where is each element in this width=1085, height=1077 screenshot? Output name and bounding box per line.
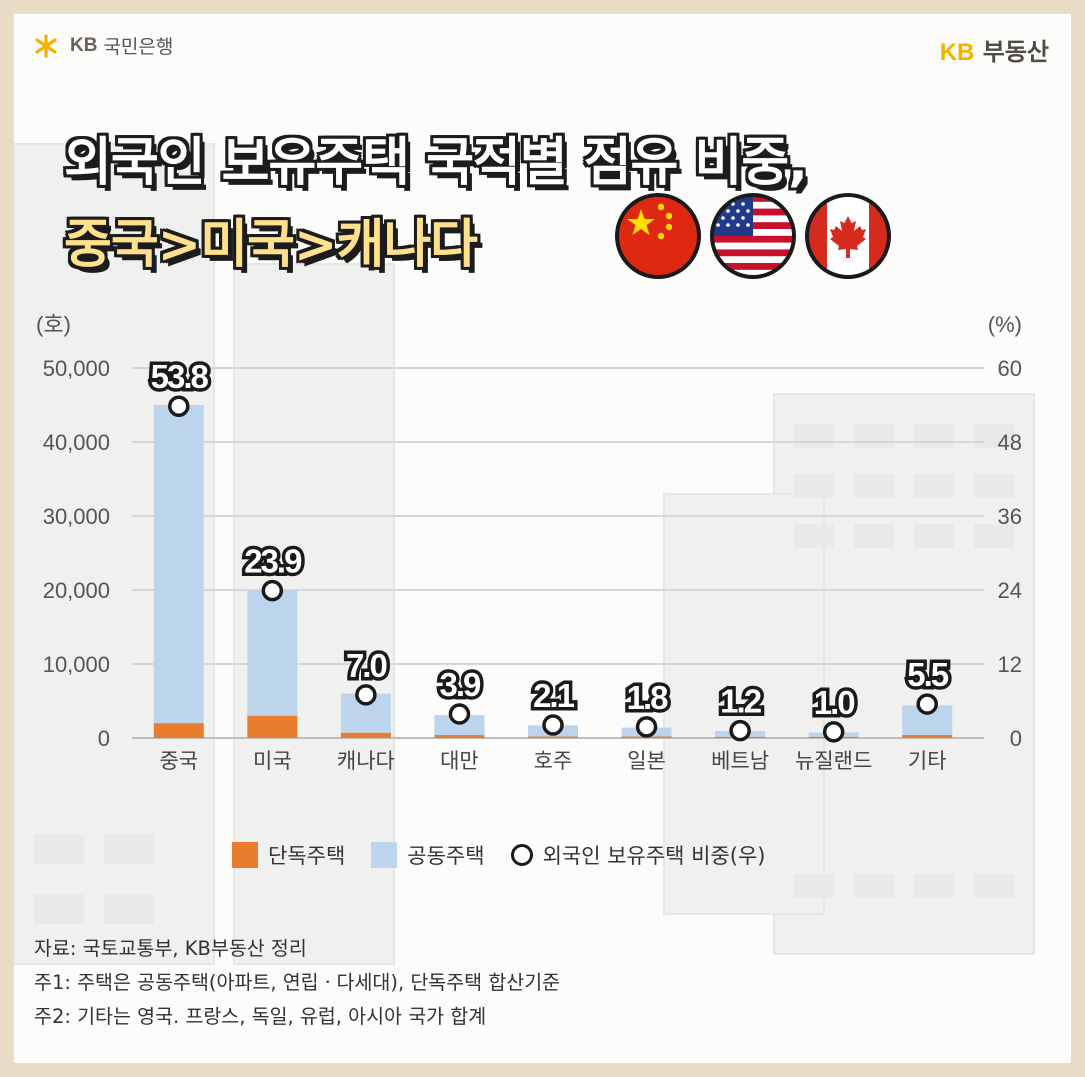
bar-detached <box>902 735 953 738</box>
share-data-label: 23.9 <box>244 543 302 580</box>
bar-detached <box>247 715 298 738</box>
bar-apartment <box>153 405 204 724</box>
foreign-housing-chart: 53.8 23.9 7.0 3.9 2.1 1.8 1.2 1.0 5.5 0 10,000 20,… <box>36 312 1022 773</box>
share-data-label: 7.0 <box>346 647 387 684</box>
y-left-unit-label: (호) <box>36 312 71 337</box>
share-data-label: 2.1 <box>533 677 575 714</box>
x-category-label: 호주 <box>534 749 573 773</box>
x-category-label: 뉴질랜드 <box>795 749 872 773</box>
legend-label-apartment: 공동주택 <box>407 844 485 868</box>
y-right-tick-label: 24 <box>998 578 1022 603</box>
infographic-card: KB 국민은행 KB 부동산 외국인 보유주택 국적별 점유 비중, 중국>미국… <box>14 14 1071 1063</box>
y-left-tick-label: 0 <box>98 726 110 751</box>
legend-item-apartment: 공동주택 <box>371 840 485 870</box>
share-marker <box>916 693 938 715</box>
x-category-label: 일본 <box>627 749 666 773</box>
share-marker <box>168 395 190 417</box>
chart-legend: 단독주택 공동주택 외국인 보유주택 비중(우) <box>232 840 782 870</box>
bar-detached <box>528 736 578 738</box>
share-marker <box>542 714 564 736</box>
brand-left-mark: KB <box>70 34 98 56</box>
bar-detached <box>434 735 485 738</box>
legend-marker-share <box>510 844 533 866</box>
share-marker <box>635 716 658 738</box>
china-flag-icon <box>615 193 701 279</box>
y-left-tick-label: 30,000 <box>43 504 110 529</box>
share-data-label: 1.2 <box>720 683 762 720</box>
y-right-tick-label: 0 <box>1010 726 1022 751</box>
headline-line1: 외국인 보유주택 국적별 점유 비중, <box>64 133 808 193</box>
legend-label-share: 외국인 보유주택 비중(우) <box>542 844 766 868</box>
note-1: 주1: 주택은 공동주택(아파트, 연립ㆍ다세대), 단독주택 합산기준 <box>34 971 561 994</box>
x-category-label: 미국 <box>253 749 292 773</box>
y-left-tick-label: 20,000 <box>43 578 110 603</box>
bar-detached <box>153 723 204 738</box>
x-category-label: 기타 <box>908 749 947 773</box>
y-right-tick-label: 60 <box>998 356 1022 381</box>
share-marker <box>822 721 845 743</box>
share-data-label: 5.5 <box>907 656 949 693</box>
share-marker <box>355 684 377 706</box>
legend-label-detached: 단독주택 <box>268 844 346 868</box>
note-2: 주2: 기타는 영국. 프랑스, 독일, 유럽, 아시아 국가 합계 <box>34 1005 487 1028</box>
x-category-label: 대만 <box>440 749 479 773</box>
share-data-label: 1.8 <box>627 679 669 716</box>
y-right-tick-label: 36 <box>998 504 1022 529</box>
usa-flag-icon <box>710 193 796 279</box>
bar-detached <box>340 732 391 738</box>
brand-right-mark: KB <box>939 39 975 66</box>
y-right-tick-label: 48 <box>998 430 1022 455</box>
share-data-label: 53.8 <box>151 358 209 395</box>
legend-item-detached: 단독주택 <box>232 840 345 870</box>
legend-swatch-detached <box>232 842 258 868</box>
brand-right-name: 부동산 <box>982 38 1049 66</box>
bar-apartment <box>434 715 485 736</box>
source-notes: 자료: 국토교통부, KB부동산 정리 주1: 주택은 공동주택(아파트, 연립… <box>34 932 560 1034</box>
share-data-label: 1.0 <box>814 684 855 721</box>
y-left-tick-label: 40,000 <box>43 430 110 455</box>
kb-real-estate-logo: KB 부동산 <box>940 32 1049 67</box>
y-left-tick-label: 50,000 <box>43 356 110 381</box>
y-right-tick-label: 12 <box>998 652 1022 677</box>
y-left-tick-label: 10,000 <box>43 652 110 677</box>
x-category-label: 베트남 <box>711 749 769 773</box>
kookmin-bank-logo: KB 국민은행 <box>34 32 173 59</box>
share-marker <box>729 719 751 742</box>
y-right-unit-label: (%) <box>988 312 1022 337</box>
share-marker <box>448 703 471 725</box>
share-data-label: 3.9 <box>440 666 482 703</box>
canada-flag-icon <box>805 193 891 279</box>
legend-item-share: 외국인 보유주택 비중(우) <box>510 840 766 870</box>
legend-swatch-apartment <box>371 842 398 868</box>
note-source: 자료: 국토교통부, KB부동산 정리 <box>34 937 307 960</box>
brand-left-name: 국민은행 <box>103 36 174 58</box>
share-marker <box>261 579 284 602</box>
x-category-label: 중국 <box>159 749 198 773</box>
bar-apartment <box>247 590 298 716</box>
kb-star-icon <box>35 33 57 58</box>
flag-row <box>614 192 892 280</box>
x-category-label: 캐나다 <box>337 749 395 773</box>
headline-line2: 중국>미국>캐나다 <box>64 215 478 275</box>
